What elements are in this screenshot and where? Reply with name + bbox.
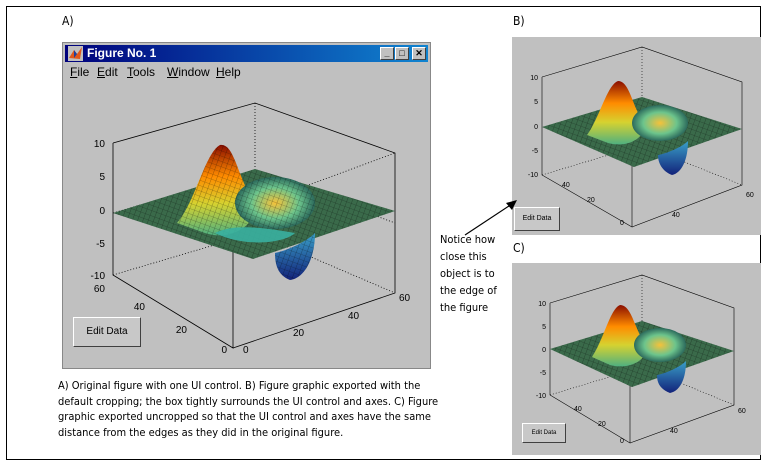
y-tick-label: 60 (94, 284, 106, 295)
menu-tools-label: ools (133, 65, 156, 79)
edit-data-button-cropped: Edit Data (514, 207, 560, 231)
x-tick-label: 60 (399, 293, 411, 304)
z-tick-label: 5 (534, 99, 538, 106)
z-tick-label: -5 (540, 370, 546, 377)
menu-window-key: W (167, 65, 179, 79)
y-tick-label: 20 (176, 325, 188, 336)
plot-area: 10 5 0 -5 -10 60 40 20 0 0 20 40 60 Edit… (65, 83, 428, 366)
z-tick-label: -5 (96, 239, 105, 250)
label-c: C) (513, 241, 525, 255)
z-tick-label: 5 (99, 172, 105, 183)
close-button[interactable]: ✕ (412, 47, 426, 60)
menu-tools-key: T (127, 65, 133, 79)
edit-data-button-uncropped: Edit Data (522, 423, 566, 443)
surface-axes-uncropped: 10 5 0 -5 -10 40 20 0 40 60 (536, 274, 746, 445)
y-tick-label: 40 (562, 182, 570, 189)
y-tick-label: 0 (620, 438, 624, 445)
z-tick-label: 0 (542, 347, 546, 354)
title-bar[interactable]: Figure No. 1 _ □ ✕ (65, 45, 428, 62)
label-a: A) (62, 14, 74, 28)
menu-tools[interactable]: Tools (127, 65, 155, 79)
export-uncropped-panel: 10 5 0 -5 -10 40 20 0 40 60 Edit Data (512, 263, 761, 455)
z-tick-label: 10 (530, 75, 538, 82)
menu-bar: File Edit Tools Window Help (65, 63, 428, 81)
matlab-logo-icon (68, 46, 83, 61)
y-tick-label: 20 (598, 421, 606, 428)
z-tick-label: -5 (532, 148, 538, 155)
menu-edit-label: dit (105, 65, 118, 79)
z-tick-label: -10 (528, 172, 538, 179)
y-tick-label: 0 (221, 345, 227, 356)
figure-caption: A) Original figure with one UI control. … (58, 379, 439, 439)
surface-axes: 10 5 0 -5 -10 60 40 20 0 0 20 40 60 (91, 102, 411, 356)
maximize-button[interactable]: □ (395, 47, 409, 60)
x-tick-label: 60 (738, 408, 746, 415)
z-tick-label: 10 (94, 139, 106, 150)
x-tick-label: 20 (293, 328, 305, 339)
y-tick-label: 40 (574, 406, 582, 413)
export-cropped-panel: 10 5 0 -5 -10 40 20 0 40 60 Edit Data (512, 37, 761, 235)
menu-window-label: indow (178, 65, 210, 79)
figure-window: Figure No. 1 _ □ ✕ File Edit Tools Windo… (62, 42, 431, 369)
callout-note: Notice how close this object is to the e… (440, 233, 497, 314)
menu-file-key: F (70, 65, 78, 79)
x-tick-label: 40 (672, 212, 680, 219)
z-tick-label: -10 (536, 393, 546, 400)
z-tick-label: -10 (91, 271, 106, 282)
menu-help[interactable]: Help (216, 65, 241, 79)
x-tick-label: 0 (243, 345, 249, 356)
menu-help-label: elp (224, 65, 241, 79)
menu-file[interactable]: File (70, 65, 89, 79)
menu-file-label: ile (77, 65, 90, 79)
x-tick-label: 40 (348, 311, 360, 322)
edit-data-button[interactable]: Edit Data (73, 317, 141, 347)
z-tick-label: 10 (538, 301, 546, 308)
z-tick-label: 0 (99, 206, 105, 217)
z-tick-label: 0 (534, 124, 538, 131)
menu-window[interactable]: Window (167, 65, 210, 79)
window-title: Figure No. 1 (87, 46, 157, 60)
minimize-button[interactable]: _ (380, 47, 394, 60)
surface-mesh (113, 144, 395, 280)
z-tick-label: 5 (542, 324, 546, 331)
menu-help-key: H (216, 65, 225, 79)
x-tick-label: 60 (746, 192, 754, 199)
label-b: B) (513, 14, 525, 28)
menu-edit-key: E (97, 65, 106, 79)
menu-edit[interactable]: Edit (97, 65, 118, 79)
surface-axes-cropped: 10 5 0 -5 -10 40 20 0 40 60 (528, 46, 754, 228)
y-tick-label: 40 (134, 302, 146, 313)
callout-arrow-icon (464, 200, 517, 236)
y-tick-label: 0 (620, 220, 624, 227)
x-tick-label: 40 (670, 428, 678, 435)
y-tick-label: 20 (587, 197, 595, 204)
